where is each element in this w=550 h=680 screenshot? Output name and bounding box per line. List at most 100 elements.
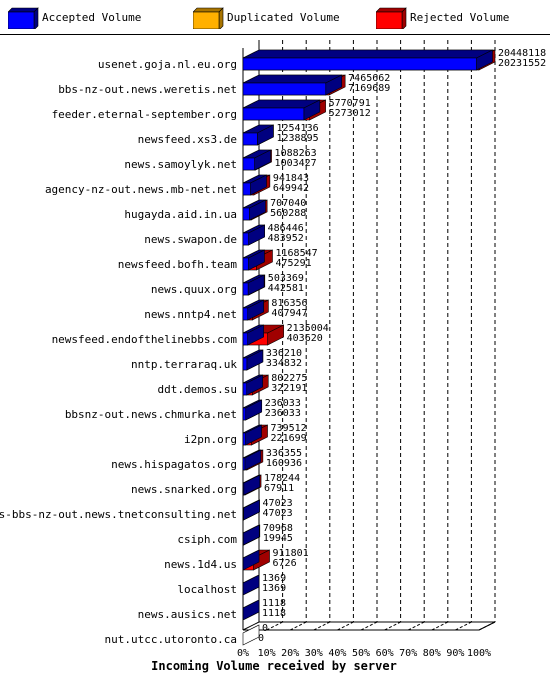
total-value-label: 5770791 [329,98,371,109]
total-value-label: 178244 [264,473,300,484]
bar-front-face [242,132,258,146]
server-label: nntp.terraraq.uk [131,358,237,371]
bar-accepted [242,149,271,171]
legend-swatch-duplicated [193,7,224,29]
accepted-value-label: 5273012 [329,108,371,119]
bar-side-face [243,499,260,521]
total-value-label: 816356 [271,298,307,309]
bar-front-face [242,207,250,221]
accepted-value-label: 403620 [287,333,323,344]
floor-gridline [289,621,307,631]
server-label: news.quux.org [151,283,237,296]
bar-accepted [242,249,265,271]
floor-gridline [431,621,449,631]
accepted-value-label: 19945 [263,533,293,544]
server-label: news.ausics.net [138,608,237,621]
x-tick-label: 30% [305,648,323,659]
legend-item-rejected: Rejected Volume [376,6,550,30]
total-value-label: 2135004 [287,323,329,334]
total-value-label: 70968 [263,523,293,534]
total-value-label: 739512 [271,423,307,434]
bar-front-face [242,57,477,71]
x-tick-labels: 0% 10% 20% 30% 40% 50% 60% 70% 80% 90% 100% [237,648,491,659]
total-value-label: 336355 [266,448,302,459]
x-tick-label: 40% [328,648,346,659]
floor-gridline [313,621,331,631]
floor-gridline [455,621,472,631]
bar-front-face [242,307,249,321]
bar-front-face [242,382,248,396]
server-label: news.swapon.de [144,233,237,246]
x-tick-label: 50% [352,648,370,659]
server-label: news.snarked.org [131,483,237,496]
server-label: news.1d4.us [164,558,237,571]
bar-accepted [242,499,260,521]
total-value-label: 941843 [273,173,309,184]
total-value-label: 20448118 [498,48,546,59]
server-label: newsfeed.xs3.de [138,133,237,146]
bar-accepted [242,74,343,96]
server-label: localhost [177,583,237,596]
bar-front-face [242,457,246,471]
bar-front-face [242,82,327,96]
accepted-value-label: 20231552 [498,58,546,69]
bar-top-face [242,49,493,59]
chart-bars [242,49,496,646]
server-label: bbs-nz-out.news.weretis.net [58,83,237,96]
accepted-value-label: 236033 [265,408,301,419]
total-value-label: 1254136 [276,123,318,134]
total-value-label: 1088263 [275,148,317,159]
total-value-label: 336210 [266,348,302,359]
accepted-value-label: 1118 [262,608,286,619]
bar-accepted [242,374,264,396]
legend: Accepted Volume Duplicated Volume Reject… [0,0,550,34]
server-label: i2pn.org [184,433,237,446]
bar-front-face [242,107,305,121]
floor-gridline [337,621,354,631]
bar-accepted [242,174,267,196]
floor-gridline [384,621,401,631]
accepted-value-label: 221699 [271,433,307,444]
legend-swatch-rejected [376,7,407,29]
bar-front-face [242,507,244,521]
server-label: news.hispagatos.org [111,458,237,471]
bar-accepted [242,324,264,346]
server-label: usenet.goja.nl.eu.org [98,58,237,71]
accepted-value-label: 1238895 [276,133,318,144]
bar-front-face [242,257,249,271]
bar-accepted [242,224,265,246]
server-label: news.nntp4.net [144,308,237,321]
server-label: bbsnz-out.news.chmurka.net [65,408,237,421]
server-label: agency-nz-out.news.mb-net.net [45,183,237,196]
x-tick-label: 70% [399,648,417,659]
accepted-value-label: 0 [258,633,264,644]
accepted-value-label: 407947 [271,308,307,319]
bar-front-face [242,182,251,196]
x-tick-label: 90% [446,648,464,659]
bar-accepted [242,549,260,571]
bar-front-face [242,157,255,171]
accepted-value-label: 649942 [273,183,309,194]
accepted-value-label: 6726 [273,558,297,569]
floor-left-edge [242,621,260,631]
accepted-value-label: 1003427 [275,158,317,169]
accepted-value-label: 322191 [271,383,307,394]
server-label: csiph.com [177,533,237,546]
bar-side-face [242,624,260,646]
total-value-label: 236033 [265,398,301,409]
bar-front-face [242,357,248,371]
accepted-value-label: 483952 [268,233,304,244]
bar-accepted [242,99,321,121]
server-label: ddt.demos.su [158,383,237,396]
bar-front-face [242,282,249,296]
x-tick-label: 20% [281,648,299,659]
bar-accepted [242,424,262,446]
x-tick-label: 60% [376,648,394,659]
x-tick-label: 0% [237,648,249,659]
floor-gridline [360,621,378,631]
floor-gridline [266,621,283,631]
bar-front-face [242,407,247,421]
total-value-label: 1118 [262,598,286,609]
bar-accepted [242,599,260,621]
server-label: hugayda.aid.in.ua [124,208,237,221]
